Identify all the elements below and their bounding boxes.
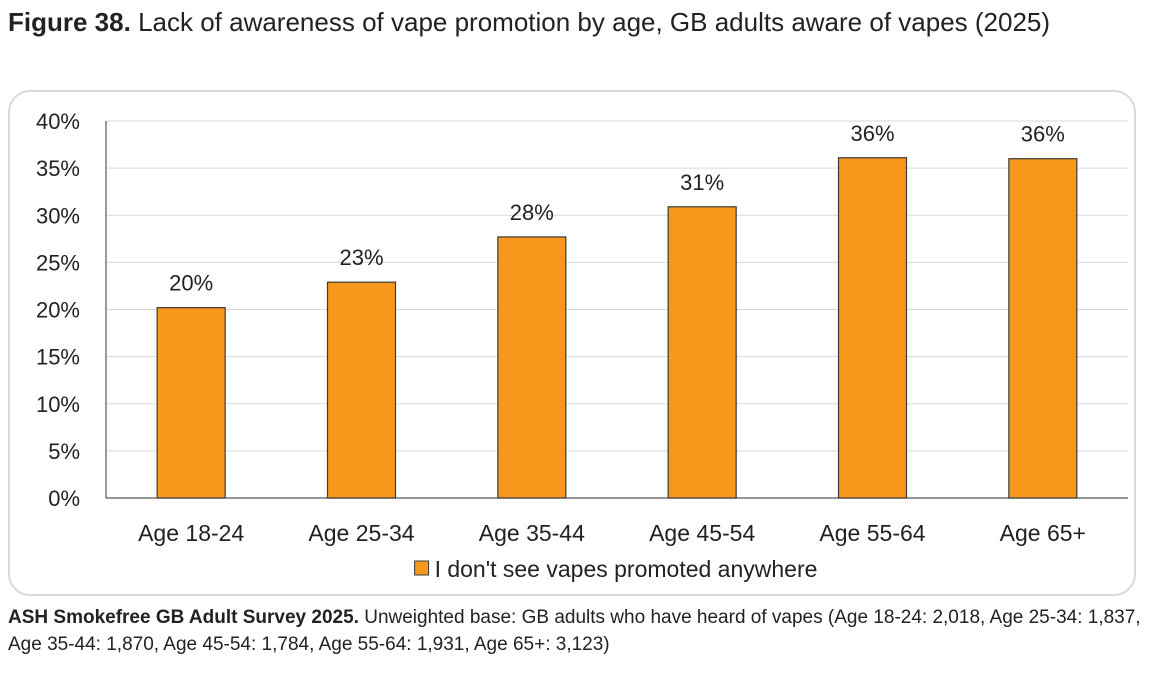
data-label: 20% (169, 271, 213, 296)
x-tick-label: Age 45-54 (649, 520, 755, 546)
x-tick-label: Age 55-64 (819, 520, 925, 546)
figure-label: Figure 38. (8, 7, 131, 37)
data-label: 28% (510, 200, 554, 225)
y-tick-label: 30% (36, 203, 80, 228)
data-label: 36% (850, 121, 894, 146)
bar (837, 157, 908, 499)
source-title: ASH Smokefree GB Adult Survey 2025. (8, 607, 359, 628)
figure-title-text: Lack of awareness of vape promotion by a… (138, 7, 1051, 37)
y-tick-label: 25% (36, 250, 80, 275)
source-text: Unweighted base: GB adults who have hear… (8, 607, 1141, 655)
source-note: ASH Smokefree GB Adult Survey 2025. Unwe… (8, 604, 1158, 658)
bar (667, 206, 737, 499)
bar (1008, 158, 1078, 499)
figure-title: Figure 38. Lack of awareness of vape pro… (8, 6, 1158, 38)
bar (156, 307, 226, 499)
bar-chart: 0% 5% 10% 15% 20% 25% 30% 35% 40% 20% Age 18-24 23%… (36, 109, 1128, 582)
x-tick-label: Age 25-34 (308, 520, 414, 546)
legend-swatch (414, 560, 430, 576)
x-tick-label: Age 65+ (1000, 520, 1086, 546)
data-label: 23% (339, 245, 383, 270)
bar (497, 236, 567, 499)
y-tick-label: 35% (36, 156, 80, 181)
bar (326, 281, 397, 499)
y-tick-label: 20% (36, 298, 80, 323)
data-label: 36% (1021, 122, 1065, 147)
x-tick-label: Age 18-24 (138, 520, 244, 546)
x-tick-label: Age 35-44 (479, 520, 585, 546)
y-tick-label: 40% (36, 109, 80, 134)
data-label: 31% (680, 170, 724, 195)
y-tick-label: 0% (48, 486, 80, 511)
legend-label: I don't see vapes promoted anywhere (435, 556, 818, 582)
y-tick-label: 10% (36, 392, 80, 417)
y-tick-label: 5% (48, 439, 80, 464)
y-tick-label: 15% (36, 345, 80, 370)
